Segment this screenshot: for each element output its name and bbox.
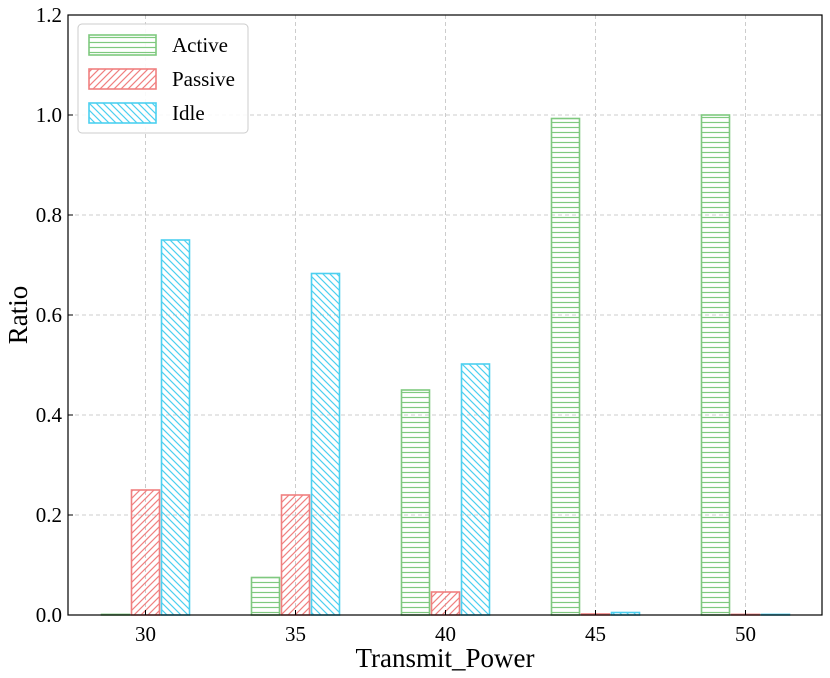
bar-active-40 xyxy=(400,389,431,616)
legend-label-idle: Idle xyxy=(172,101,205,125)
bar-idle-35 xyxy=(310,272,341,616)
y-tick-label: 0.8 xyxy=(36,203,62,227)
legend-swatch-active xyxy=(88,34,157,56)
y-tick-label: 1.2 xyxy=(36,3,62,27)
y-tick-label: 0.0 xyxy=(36,603,62,627)
legend-swatch-idle xyxy=(88,102,157,124)
y-tick-label: 0.2 xyxy=(36,503,62,527)
bar-idle-40 xyxy=(460,363,491,616)
y-tick-label: 1.0 xyxy=(36,103,62,127)
x-tick-label: 45 xyxy=(585,622,606,646)
bar-idle-30 xyxy=(160,239,191,616)
bar-active-45 xyxy=(550,117,581,616)
legend-label-passive: Passive xyxy=(172,67,235,91)
y-axis-label: Ratio xyxy=(3,286,33,345)
legend-swatch-passive xyxy=(88,68,157,90)
bar-active-35 xyxy=(250,576,281,616)
y-tick-label: 0.4 xyxy=(36,403,63,427)
x-tick-label: 50 xyxy=(735,622,756,646)
x-tick-label: 30 xyxy=(135,622,156,646)
bar-passive-35 xyxy=(280,494,311,616)
bars xyxy=(100,114,791,616)
axis-ticks: 0.0 0.2 0.4 0.6 0.8 1.0 1.2 30 35 40 45 50 xyxy=(36,3,756,646)
legend-label-active: Active xyxy=(172,33,228,57)
legend: Active Passive Idle xyxy=(77,23,249,134)
x-axis-label: Transmit_Power xyxy=(355,643,534,673)
x-tick-label: 35 xyxy=(285,622,306,646)
bar-passive-30 xyxy=(130,489,161,616)
y-tick-label: 0.6 xyxy=(36,303,62,327)
x-tick-label: 40 xyxy=(435,622,456,646)
bar-active-50 xyxy=(700,114,731,616)
